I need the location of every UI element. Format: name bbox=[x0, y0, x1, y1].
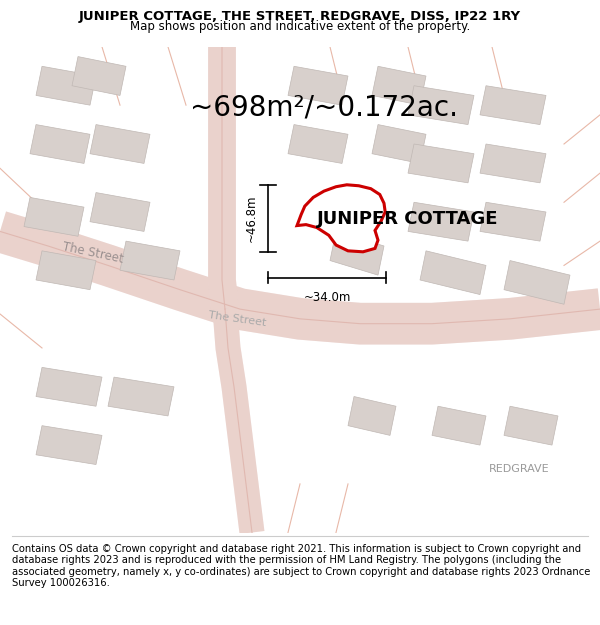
Polygon shape bbox=[90, 124, 150, 163]
Polygon shape bbox=[504, 406, 558, 445]
Polygon shape bbox=[288, 124, 348, 163]
Polygon shape bbox=[108, 377, 174, 416]
Text: REDGRAVE: REDGRAVE bbox=[488, 464, 550, 474]
Polygon shape bbox=[480, 202, 546, 241]
Text: Contains OS data © Crown copyright and database right 2021. This information is : Contains OS data © Crown copyright and d… bbox=[12, 544, 590, 588]
Text: ~34.0m: ~34.0m bbox=[304, 291, 350, 304]
Polygon shape bbox=[372, 66, 426, 105]
Polygon shape bbox=[504, 261, 570, 304]
Text: ~698m²/~0.172ac.: ~698m²/~0.172ac. bbox=[190, 94, 458, 122]
Polygon shape bbox=[408, 202, 474, 241]
Polygon shape bbox=[24, 198, 84, 236]
Polygon shape bbox=[420, 251, 486, 294]
Polygon shape bbox=[348, 396, 396, 436]
Polygon shape bbox=[297, 185, 385, 252]
Polygon shape bbox=[36, 251, 96, 290]
Polygon shape bbox=[408, 86, 474, 124]
Polygon shape bbox=[330, 231, 384, 275]
Text: ~46.8m: ~46.8m bbox=[244, 194, 257, 242]
Text: JUNIPER COTTAGE: JUNIPER COTTAGE bbox=[317, 210, 499, 228]
Polygon shape bbox=[408, 144, 474, 183]
Polygon shape bbox=[36, 66, 96, 105]
Polygon shape bbox=[372, 124, 426, 163]
Text: JUNIPER COTTAGE, THE STREET, REDGRAVE, DISS, IP22 1RY: JUNIPER COTTAGE, THE STREET, REDGRAVE, D… bbox=[79, 10, 521, 23]
Polygon shape bbox=[120, 241, 180, 280]
Polygon shape bbox=[480, 144, 546, 183]
Polygon shape bbox=[30, 124, 90, 163]
Polygon shape bbox=[288, 66, 348, 105]
Text: The Street: The Street bbox=[208, 310, 266, 328]
Polygon shape bbox=[72, 57, 126, 96]
Text: Map shows position and indicative extent of the property.: Map shows position and indicative extent… bbox=[130, 20, 470, 32]
Polygon shape bbox=[432, 406, 486, 445]
Polygon shape bbox=[480, 86, 546, 124]
Polygon shape bbox=[90, 192, 150, 231]
Polygon shape bbox=[36, 426, 102, 464]
Text: The Street: The Street bbox=[61, 240, 125, 266]
Polygon shape bbox=[36, 368, 102, 406]
